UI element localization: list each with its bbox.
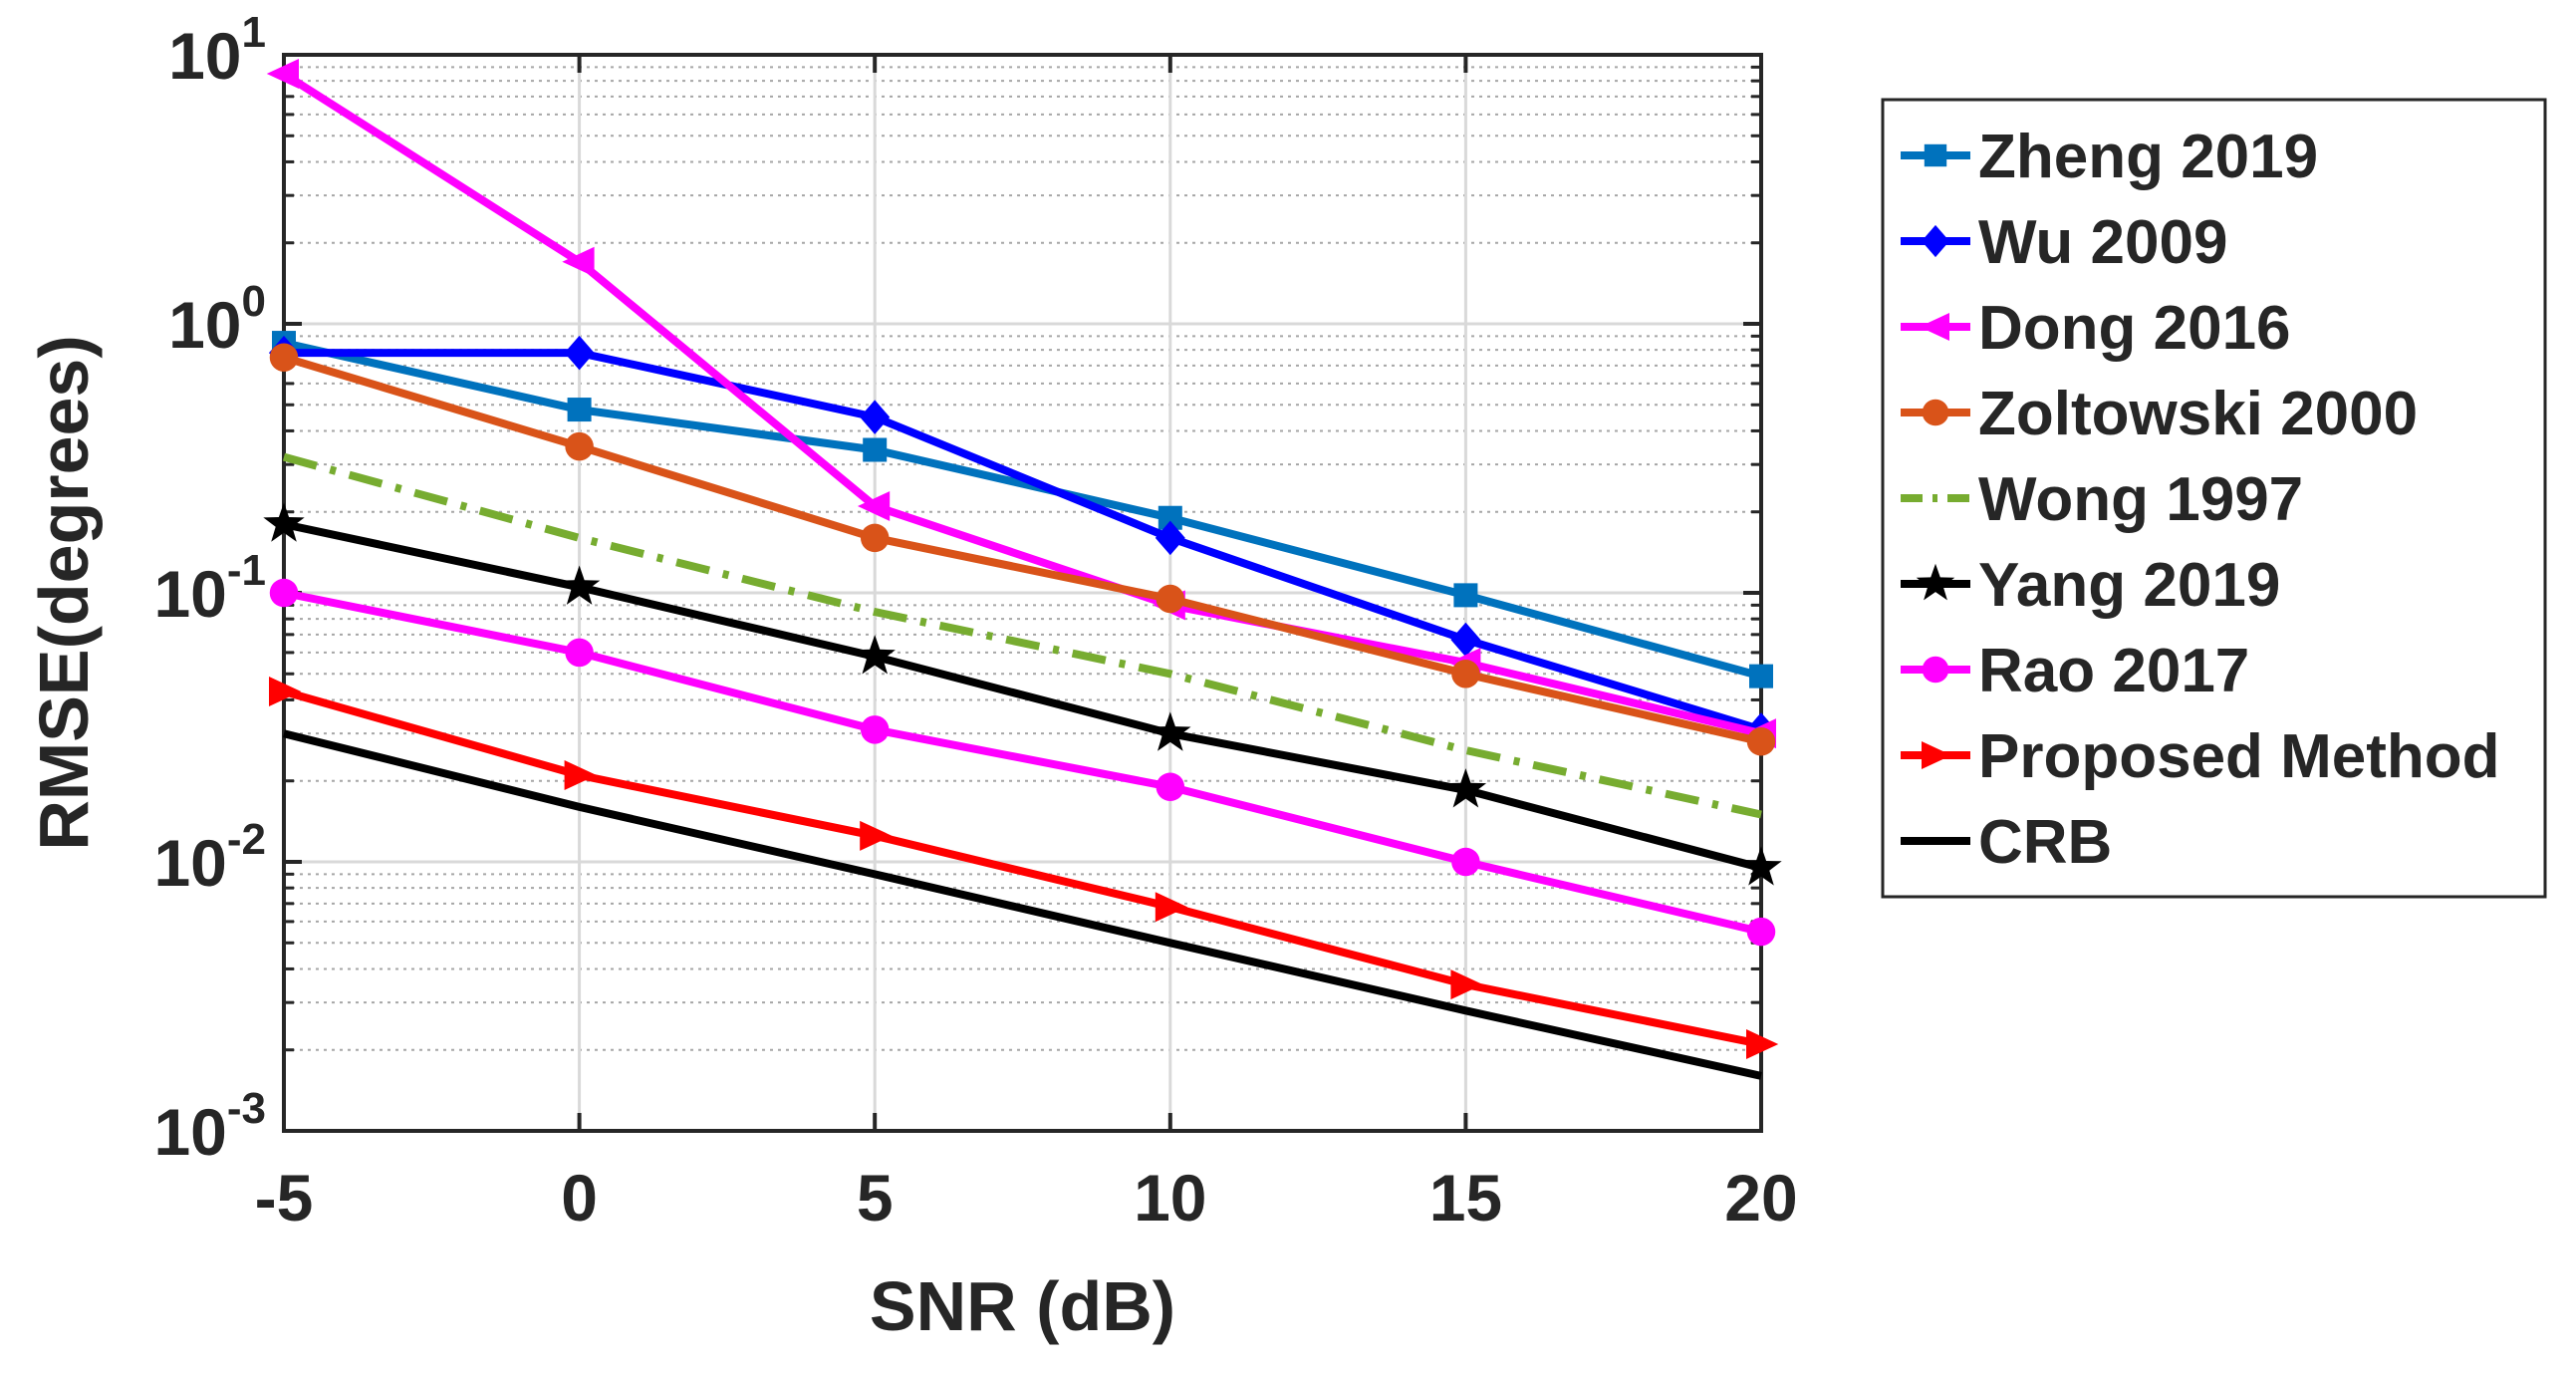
legend-entry-zheng-2019: Zheng 2019 [1901,123,2318,191]
data-point-rao-2017 [860,715,890,744]
data-point-zoltowski-2000 [860,523,890,553]
legend-label-wu-2009: Wu 2009 [1978,208,2227,277]
data-point-zheng-2019 [1453,583,1478,608]
legend-marker-zoltowski-2000 [1922,399,1949,426]
legend-entry-yang-2019: Yang 2019 [1901,551,2280,620]
data-point-proposed-method [1746,1029,1779,1060]
x-tick-label: 0 [561,1161,598,1235]
legend-entry-crb: CRB [1901,808,2112,877]
legend-entry-wu-2009: Wu 2009 [1901,208,2227,277]
legend-label-proposed-method: Proposed Method [1978,722,2500,791]
legend-label-rao-2017: Rao 2017 [1978,637,2249,705]
legend-label-zheng-2019: Zheng 2019 [1978,123,2318,191]
series-zheng-2019 [272,331,1773,688]
legend-marker-zheng-2019 [1924,143,1947,167]
data-point-rao-2017 [1451,847,1480,877]
legend-box [1881,98,2547,899]
legend-entry-wong-1997: Wong 1997 [1901,465,2303,534]
legend-entry-proposed-method: Proposed Method [1901,722,2500,791]
series-line-wu-2009 [284,349,1763,734]
legend-marker-dong-2016 [1919,313,1949,341]
series-line-dong-2016 [281,70,1762,738]
y-tick-label: 10-2 [153,815,266,900]
data-point-zoltowski-2000 [1746,727,1776,756]
ticks: 101 100 10-1 10-2 10-3-5 0 5 10 15 20 [153,8,1797,1235]
legend-marker-yang-2019 [1916,563,1955,601]
data-point-proposed-method [860,820,893,851]
data-point-zoltowski-2000 [565,431,594,461]
data-point-proposed-method [269,676,302,706]
data-point-zheng-2019 [567,398,592,422]
x-tick-label: 10 [1134,1161,1206,1235]
legend-marker-proposed-method [1922,741,1952,769]
x-tick-label: 20 [1724,1161,1797,1235]
data-point-zoltowski-2000 [1451,660,1480,688]
series-rao-2017 [269,578,1776,947]
series-line-wong-1997 [282,452,1762,819]
series-wong-1997 [282,452,1762,819]
x-tick-label: -5 [255,1161,314,1235]
data-point-yang-2019 [1150,711,1191,751]
series-zoltowski-2000 [269,343,1776,756]
legend: Zheng 2019 Wu 2009 Dong 2016 Zoltowski 2000… [1881,98,2547,899]
series-line-rao-2017 [283,589,1762,936]
data-point-yang-2019 [263,502,305,542]
data-point-wu-2009 [1450,622,1481,658]
data-point-zheng-2019 [863,437,888,462]
data-point-wu-2009 [1155,520,1185,556]
data-point-dong-2016 [857,491,891,522]
y-tick-label: 100 [168,277,266,362]
y-axis-label: RMSE(degrees) [25,335,103,850]
series-line-crb [283,729,1762,1080]
legend-label-wong-1997: Wong 1997 [1978,465,2303,534]
data-point-zoltowski-2000 [1156,584,1185,614]
data-point-proposed-method [1155,892,1188,923]
data-point-zheng-2019 [1749,664,1773,688]
legend-marker-rao-2017 [1922,656,1949,684]
series-line-proposed-method [282,688,1762,1048]
legend-label-dong-2016: Dong 2016 [1978,294,2291,363]
legend-label-zoltowski-2000: Zoltowski 2000 [1978,380,2418,448]
y-tick-label: 10-1 [153,546,266,631]
legend-label-crb: CRB [1978,808,2112,877]
data-point-wu-2009 [860,400,891,434]
data-point-proposed-method [564,760,597,791]
series-crb [283,729,1762,1080]
data-point-dong-2016 [562,246,595,277]
y-tick-label: 101 [168,8,266,93]
x-tick-label: 15 [1429,1161,1502,1235]
series-yang-2019 [263,502,1782,886]
data-point-yang-2019 [854,635,896,675]
series [263,59,1782,1080]
legend-entry-zoltowski-2000: Zoltowski 2000 [1901,380,2418,448]
data-point-rao-2017 [269,578,299,608]
data-point-rao-2017 [1156,772,1185,801]
x-axis-label: SNR (dB) [870,1267,1175,1345]
data-point-proposed-method [1450,969,1483,1000]
y-tick-label: 10-3 [153,1084,266,1169]
legend-label-yang-2019: Yang 2019 [1978,551,2280,620]
data-point-rao-2017 [565,638,594,668]
data-point-wu-2009 [564,335,595,371]
x-tick-label: 5 [857,1161,894,1235]
data-point-zoltowski-2000 [269,343,299,372]
series-proposed-method [269,676,1779,1060]
legend-marker-wu-2009 [1922,224,1949,258]
legend-entry-dong-2016: Dong 2016 [1901,294,2291,363]
data-point-rao-2017 [1746,917,1776,947]
data-point-yang-2019 [1740,846,1782,886]
data-point-yang-2019 [558,565,601,605]
data-point-yang-2019 [1444,768,1487,808]
series-line-yang-2019 [283,520,1763,872]
series-line-zheng-2019 [283,339,1763,681]
series-line-zoltowski-2000 [282,353,1762,746]
legend-entry-rao-2017: Rao 2017 [1901,637,2249,705]
data-point-dong-2016 [266,59,299,90]
